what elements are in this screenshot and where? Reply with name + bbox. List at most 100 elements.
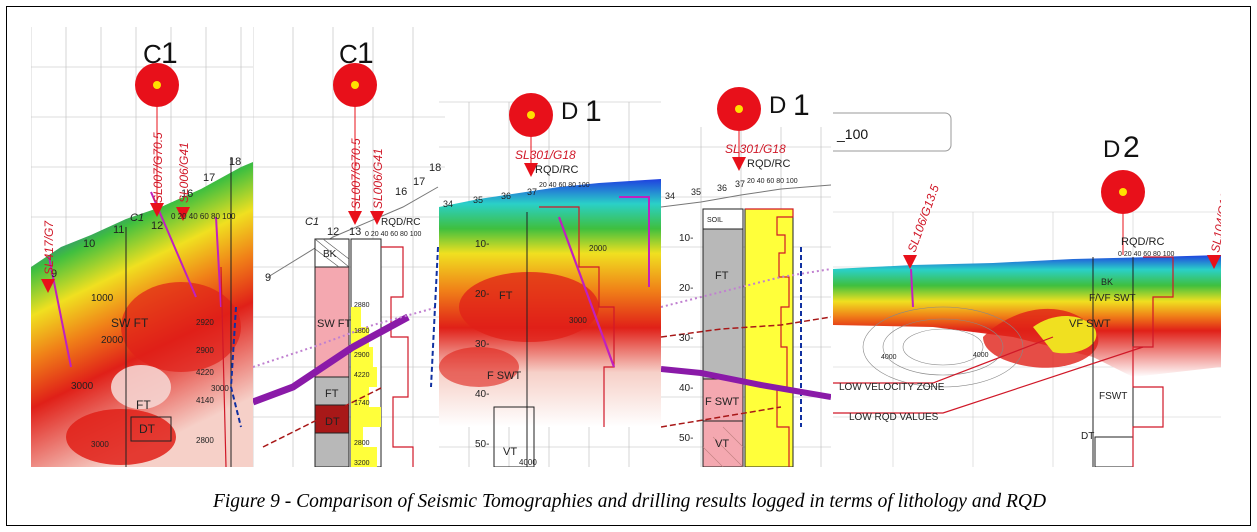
velocity-contour: 3000 (569, 316, 587, 325)
lithology-label: DT (139, 422, 156, 436)
station-label: 18 (229, 156, 241, 168)
panel-d1-borehole-log: 34 35 36 37 RQD/RC 20 40 60 80 100 SOIL … (661, 7, 831, 467)
borehole-label: C1 (305, 216, 319, 228)
lithology-label: F/VF SWT (1089, 293, 1136, 304)
low-velocity-zone-label: LOW VELOCITY ZONE (839, 382, 945, 393)
velocity-value: 1800 (354, 328, 370, 335)
velocity-value: 1740 (354, 400, 370, 407)
station-label: 9 (265, 272, 271, 284)
depth-label: 50- (475, 439, 489, 450)
station-label: 16 (181, 188, 193, 200)
velocity-contour: 2000 (589, 244, 607, 253)
station-label: 37 (527, 187, 537, 197)
rqd-scale: 0 20 40 60 80 100 (1118, 251, 1175, 258)
lithology-label: FT (136, 398, 151, 412)
borehole-title-letter: D (561, 98, 578, 125)
station-label: 17 (203, 172, 215, 184)
panel-d2-tomography: _100 RQD/RC 0 20 40 60 80 (833, 7, 1221, 467)
station-label: 12 (151, 220, 163, 232)
velocity-contour: 4000 (881, 354, 897, 361)
velocity-contour: 4000 (973, 352, 989, 359)
velocity-value: 4220 (354, 372, 370, 379)
velocity-value: 2800 (354, 440, 370, 447)
station-label: 13 (349, 226, 361, 238)
lithology-label: VT (715, 438, 729, 450)
well-label: SL106/G13.5 (905, 182, 942, 254)
station-label: 36 (717, 183, 727, 193)
rqd-column (744, 208, 794, 467)
velocity-contour: 2000 (101, 335, 124, 346)
velocity-value: 4220 (196, 368, 214, 377)
station-label: 37 (735, 179, 745, 189)
velocity-value: 4140 (196, 396, 214, 405)
lithology-label: DT (1081, 431, 1094, 442)
rqd-scale: 20 40 60 80 100 (747, 178, 798, 185)
low-rqd-values-label: LOW RQD VALUES (849, 412, 939, 423)
well-label: SL301/G18 (515, 148, 576, 162)
lithology-label: BK (323, 249, 337, 260)
lithology-label: FT (715, 270, 729, 282)
panel-d1-tomography: 34 35 36 37 RQD/RC 20 40 60 80 100 10- 2… (439, 7, 661, 467)
borehole-title-number: 1 (357, 37, 374, 70)
well-label: SL007/G70.5 (349, 138, 363, 209)
borehole-title-number: 1 (585, 95, 602, 128)
lithology-label: FSWT (1099, 391, 1127, 402)
velocity-value: 2900 (354, 352, 370, 359)
well-label: SL417/G7 (42, 220, 56, 275)
depth-label: 30- (475, 339, 489, 350)
velocity-contour: 3000 (71, 381, 94, 392)
rqd-scale: 20 40 60 80 100 (539, 182, 590, 189)
velocity-value: 2920 (196, 318, 214, 327)
station-label: 35 (691, 187, 701, 197)
lithology-label: SOIL (707, 217, 723, 224)
borehole-title-letter: D (769, 92, 786, 119)
panel-c1-borehole-log: 12 13 C1 9 16 17 18 RQD/RC 0 20 40 60 80… (253, 7, 445, 467)
depth-label: 30- (679, 333, 693, 344)
rqd-scale: 0 20 40 60 80 100 (365, 231, 422, 238)
figure-frame: 12 11 10 9 C1 16 17 18 0 20 40 60 80 100… (6, 6, 1251, 526)
depth-label: 10- (475, 239, 489, 250)
rqd-scale: 0 20 40 60 80 100 (171, 212, 236, 221)
depth-label: 20- (679, 283, 693, 294)
lithology-label: FT (325, 388, 339, 400)
borehole-title-number: 1 (161, 37, 178, 70)
velocity-value: 2900 (196, 346, 214, 355)
rqd-rc-label: RQD/RC (1121, 236, 1164, 248)
lithology-label: DT (325, 416, 340, 428)
well-label: SL007/G70.5 (151, 132, 165, 203)
depth-label: 40- (475, 389, 489, 400)
well-label: SL301/G18 (725, 142, 786, 156)
velocity-value: 3200 (354, 460, 370, 467)
velocity-value: 3000 (91, 440, 109, 449)
velocity-contour: 4000 (519, 458, 537, 467)
lithology-label: BK (1101, 277, 1113, 287)
depth-label: 20- (475, 289, 489, 300)
well-label: SL006/G41 (371, 148, 385, 209)
lithology-label: SW FT (317, 318, 351, 330)
lithology-label: VF SWT (1069, 318, 1111, 330)
station-label: 12 (327, 226, 339, 238)
station-label: 34 (665, 191, 675, 201)
depth-label: 40- (679, 383, 693, 394)
station-label: 36 (501, 191, 511, 201)
rqd-rc-label: RQD/RC (535, 164, 578, 176)
borehole-title-letter: D (1103, 136, 1120, 163)
station-label: 11 (113, 224, 124, 236)
borehole-label: C1 (130, 212, 144, 224)
depth-label: 50- (679, 433, 693, 444)
lithology-label: F SWT (705, 396, 739, 408)
lithology-label: SW FT (111, 316, 149, 330)
velocity-value: 2880 (354, 302, 370, 309)
borehole-title-number: 2 (1123, 131, 1140, 164)
depth-label: 10- (679, 233, 693, 244)
lithology-label: FT (499, 290, 513, 302)
lithology-label: F SWT (487, 370, 521, 382)
lithology-label: VT (503, 446, 517, 458)
station-label: 9 (51, 268, 57, 280)
figure-caption: Figure 9 - Comparison of Seismic Tomogra… (212, 491, 1047, 512)
rqd-rc-label: RQD/RC (747, 158, 790, 170)
borehole-title-number: 1 (793, 89, 810, 122)
rqd-rc-label: RQD/RC (381, 217, 420, 228)
station-label: 34 (443, 199, 453, 209)
label-box-text: _100 (836, 126, 868, 142)
